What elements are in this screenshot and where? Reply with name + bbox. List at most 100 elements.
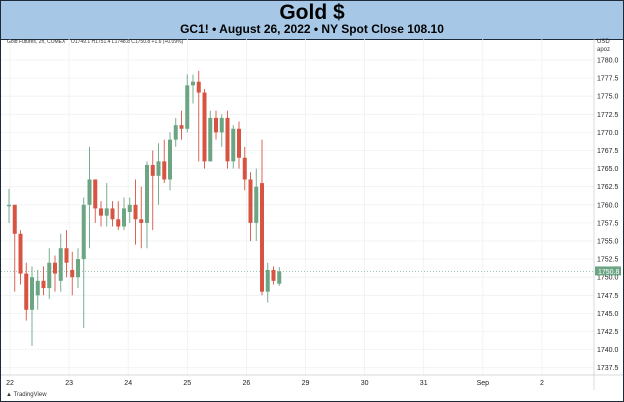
candle-body-up [47,262,52,289]
price-tick-label: 1737.5 [597,365,619,372]
candle-body-down [41,280,46,289]
candle-body-down [196,81,201,93]
price-axis-currency[interactable]: USD apoz [597,38,610,54]
candle [104,183,109,227]
candle [76,248,80,289]
candle-body-down [53,262,57,274]
candle [254,168,259,241]
price-tick-label: 1745.0 [597,311,619,318]
candle-body-up [208,117,213,162]
candle-body-up [81,204,86,260]
candle-body-up [127,204,132,213]
candle [41,266,46,296]
candle-body-up [87,179,92,205]
time-tick-label: 22 [6,380,14,387]
candle-body-down [133,204,138,220]
tradingview-icon: ▲ [6,392,12,398]
tradingview-label: TradingView [13,392,47,398]
candle-body-down [162,161,167,180]
price-tick-label: 1752.5 [597,257,619,264]
candle [214,110,218,140]
candle [122,197,126,231]
candle-body-down [64,248,69,263]
time-tick-label: 2 [540,380,544,387]
price-tick-label: 1775.0 [597,94,619,101]
time-tick-label: Sep [477,380,490,387]
candle [127,197,132,223]
time-tick-label: 29 [302,380,310,387]
candle [133,179,138,245]
currency-label: USD [597,39,610,45]
price-tick-label: 1765.0 [597,166,619,173]
grid-lines [1,39,594,375]
candle-body-up [168,139,172,180]
currency-sub-label: apoz [597,47,611,53]
candle-body-down [70,269,75,278]
price-tick-label: 1760.0 [597,202,619,209]
candle [237,121,241,169]
candle [191,74,195,104]
candle [35,269,40,310]
candle [219,114,224,147]
candle-body-down [18,233,23,274]
candle-body-up [7,204,11,207]
candle-body-down [237,128,241,158]
candle-body-down [242,157,247,180]
candle-body-down [12,204,17,234]
candle [231,125,236,169]
candle [58,233,63,292]
candle-body-down [24,273,29,310]
candles-layer [7,70,282,346]
candle [24,262,29,321]
candle [64,230,69,278]
candle-body-up [122,208,126,227]
candle [99,201,103,227]
last-price-label-bg [595,266,621,276]
chart-header: Gold $ GC1! • August 26, 2022 • NY Spot … [1,1,623,40]
candle [116,201,121,231]
tradingview-logo[interactable]: ▲ TradingView [6,392,47,398]
candle-body-up [254,186,259,223]
legend-ohlc: O1749.1 H1751.4 L1748.8 C1750.8 +1.6 (+0… [70,39,184,45]
candle-body-up [277,271,282,284]
candle-body-down [202,92,207,162]
candle-body-down [139,219,144,223]
candle-body-down [214,117,218,133]
candle-body-down [260,183,264,292]
price-tick-label: 1767.5 [597,148,619,155]
candle-body-up [265,269,270,292]
last-price-label: 1750.8 [595,266,621,276]
time-tick-label: 31 [420,380,428,387]
candle-body-up [231,128,236,162]
chart-subtitle: GC1! • August 26, 2022 • NY Spot Close 1… [180,22,444,36]
candle [185,74,190,133]
candle [168,132,172,191]
price-tick-label: 1742.5 [597,329,619,336]
candle [265,262,270,303]
candle-body-up [219,117,224,133]
candle [18,230,23,285]
candle [53,255,57,292]
candle [150,150,155,231]
candle [196,70,201,162]
time-tick-label: 30 [361,380,369,387]
candle [30,266,34,346]
price-tick-label: 1740.0 [597,347,619,354]
candle [145,161,149,249]
candle-body-up [35,280,40,296]
legend-instrument: Gold Futures, 2h, COMEX [7,39,66,45]
candle [156,143,161,205]
candle [162,139,167,184]
time-tick-label: 23 [65,380,73,387]
candle-body-down [271,269,276,281]
candle-body-up [30,277,34,310]
candle [139,186,144,249]
candle [242,146,247,191]
candle [248,172,253,241]
time-tick-label: 26 [243,380,251,387]
candle-body-down [225,117,230,162]
candle [277,267,282,286]
price-tick-label: 1750.0 [597,275,619,282]
